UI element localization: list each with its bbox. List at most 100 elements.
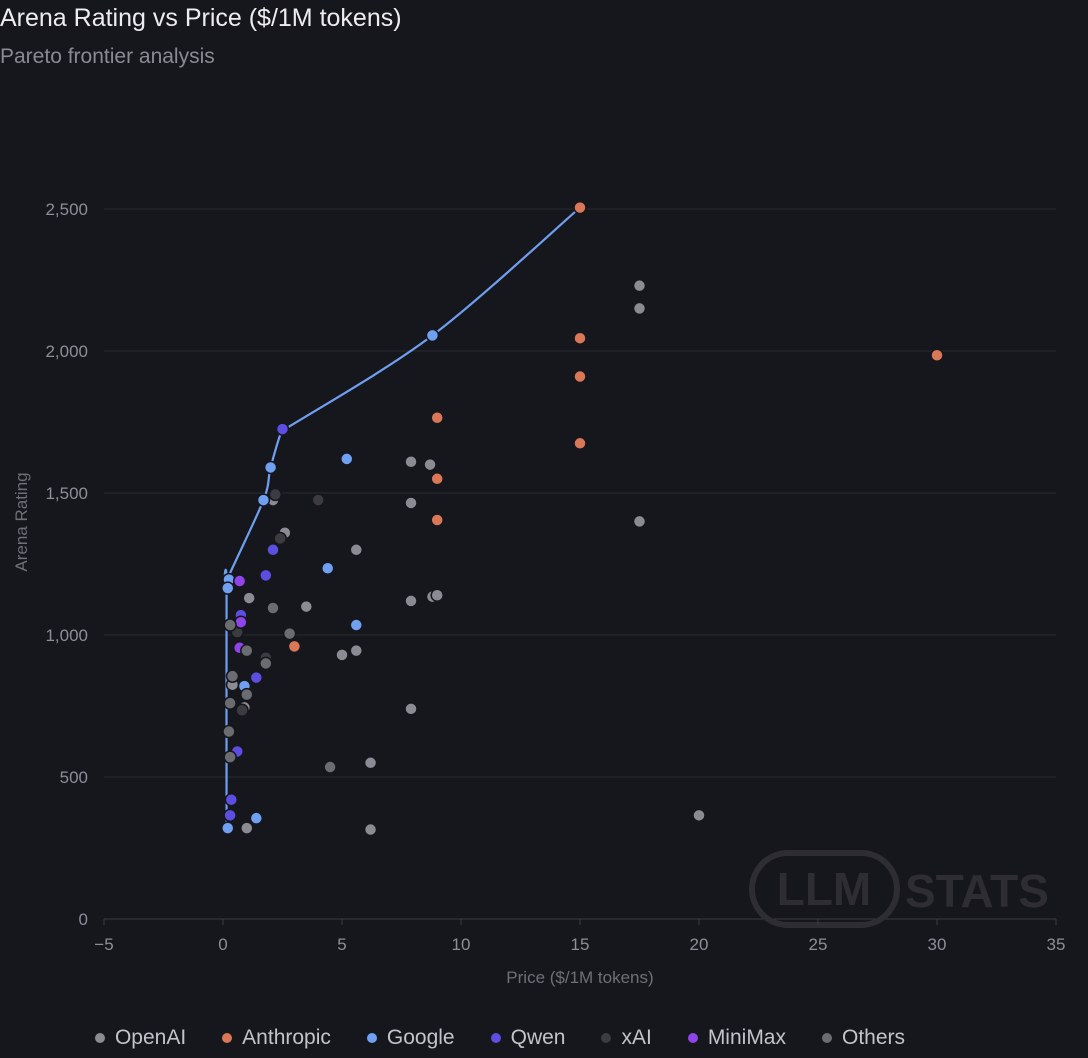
data-point-openai[interactable] <box>692 808 706 823</box>
data-point-others[interactable] <box>223 750 237 764</box>
legend-item-xai[interactable]: xAI <box>601 1026 652 1050</box>
data-point-openai[interactable] <box>430 588 444 602</box>
data-point-qwen[interactable] <box>259 568 273 583</box>
data-point-xai[interactable] <box>273 531 287 546</box>
x-tick-label: −5 <box>94 935 113 954</box>
data-point-openai[interactable] <box>349 643 364 658</box>
data-point-anthropic[interactable] <box>430 513 444 527</box>
y-tick-label: 2,000 <box>45 342 88 361</box>
legend-label: Google <box>386 1026 455 1049</box>
chart-title: Arena Rating vs Price ($/1M tokens) <box>0 4 402 32</box>
data-point-others[interactable] <box>222 724 236 739</box>
data-point-google[interactable] <box>425 328 440 343</box>
data-point-others[interactable] <box>259 656 273 671</box>
x-tick-label: 10 <box>452 935 471 954</box>
data-point-openai[interactable] <box>299 599 314 614</box>
data-point-others[interactable] <box>323 760 337 774</box>
x-axis-title: Price ($/1M tokens) <box>506 968 653 987</box>
data-point-anthropic[interactable] <box>930 348 944 363</box>
data-point-qwen[interactable] <box>275 422 290 436</box>
data-point-openai[interactable] <box>363 822 378 837</box>
legend-label: MiniMax <box>707 1026 786 1049</box>
data-point-openai[interactable] <box>363 756 378 770</box>
data-point-openai[interactable] <box>404 702 418 716</box>
legend: OpenAI Anthropic Google Qwen xAI MiniMax Other… <box>0 1026 1000 1050</box>
data-point-google[interactable] <box>320 561 335 576</box>
x-tick-label: 5 <box>337 935 346 954</box>
data-point-openai[interactable] <box>404 594 418 608</box>
data-point-anthropic[interactable] <box>287 639 302 654</box>
y-axis-ticks: 0 500 1,000 1,500 2,000 2,500 <box>45 200 88 929</box>
data-point-anthropic[interactable] <box>573 369 587 384</box>
data-point-others[interactable] <box>223 696 237 710</box>
legend-item-openai[interactable]: OpenAI <box>94 1026 187 1050</box>
data-point-openai[interactable] <box>632 514 647 529</box>
data-point-google[interactable] <box>249 811 264 825</box>
data-point-minimax[interactable] <box>232 574 247 588</box>
data-point-google[interactable] <box>221 821 235 835</box>
y-tick-label: 0 <box>79 910 88 929</box>
data-point-qwen[interactable] <box>224 792 239 807</box>
data-point-openai[interactable] <box>404 496 418 510</box>
legend-item-anthropic[interactable]: Anthropic <box>222 1026 331 1050</box>
data-point-openai[interactable] <box>242 591 256 605</box>
data-point-qwen[interactable] <box>266 543 280 557</box>
legend-item-minimax[interactable]: MiniMax <box>687 1026 786 1050</box>
data-point-others[interactable] <box>266 601 280 615</box>
data-point-xai[interactable] <box>235 703 249 718</box>
y-tick-label: 1,500 <box>45 484 88 503</box>
x-tick-label: 35 <box>1047 935 1066 954</box>
data-points <box>221 200 944 837</box>
x-axis-ticks: −5 0 5 10 15 20 25 30 35 <box>94 919 1065 954</box>
legend-label: Qwen <box>510 1026 566 1049</box>
data-point-qwen[interactable] <box>249 670 264 685</box>
data-point-qwen[interactable] <box>223 808 237 823</box>
data-point-others[interactable] <box>223 618 237 632</box>
y-tick-label: 1,000 <box>45 626 88 645</box>
legend-dot-icon <box>601 1033 612 1043</box>
data-point-openai[interactable] <box>632 301 647 316</box>
legend-label: Anthropic <box>242 1026 331 1049</box>
x-tick-label: 20 <box>690 935 709 954</box>
data-point-openai[interactable] <box>349 543 364 557</box>
data-point-openai[interactable] <box>404 455 418 469</box>
legend-dot-icon <box>687 1033 698 1043</box>
pareto-frontier-line <box>223 206 581 829</box>
legend-dot-icon <box>366 1033 377 1043</box>
data-point-xai[interactable] <box>268 487 283 502</box>
legend-item-google[interactable]: Google <box>366 1026 455 1050</box>
legend-dot-icon <box>222 1033 233 1043</box>
data-point-anthropic[interactable] <box>573 436 587 451</box>
data-point-openai[interactable] <box>240 821 254 835</box>
legend-label: OpenAI <box>114 1026 187 1049</box>
data-point-openai[interactable] <box>335 648 349 662</box>
x-tick-label: 25 <box>809 935 828 954</box>
watermark-text-llm: LLM <box>777 863 872 915</box>
data-point-anthropic[interactable] <box>430 410 444 425</box>
data-point-anthropic[interactable] <box>430 472 444 486</box>
legend-label: xAI <box>621 1026 652 1049</box>
legend-label: Others <box>842 1026 906 1049</box>
y-tick-label: 500 <box>60 768 88 787</box>
data-point-others[interactable] <box>240 643 254 658</box>
data-point-google[interactable] <box>340 452 354 466</box>
data-point-anthropic[interactable] <box>573 331 587 345</box>
legend-dot-icon <box>822 1033 832 1043</box>
data-point-others[interactable] <box>240 687 254 702</box>
data-point-anthropic[interactable] <box>573 200 587 215</box>
data-point-google[interactable] <box>256 493 271 507</box>
legend-item-qwen[interactable]: Qwen <box>490 1026 566 1050</box>
data-point-google[interactable] <box>349 618 364 632</box>
x-tick-label: 30 <box>928 935 947 954</box>
data-point-xai[interactable] <box>311 493 325 507</box>
legend-item-others[interactable]: Others <box>822 1026 905 1050</box>
data-point-others[interactable] <box>225 669 240 683</box>
legend-dot-icon <box>94 1033 105 1043</box>
y-tick-label: 2,500 <box>45 200 88 219</box>
data-point-openai[interactable] <box>423 457 437 472</box>
data-point-others[interactable] <box>282 626 297 641</box>
data-point-openai[interactable] <box>632 278 647 293</box>
data-point-google[interactable] <box>263 460 278 475</box>
data-point-google[interactable] <box>221 581 235 595</box>
